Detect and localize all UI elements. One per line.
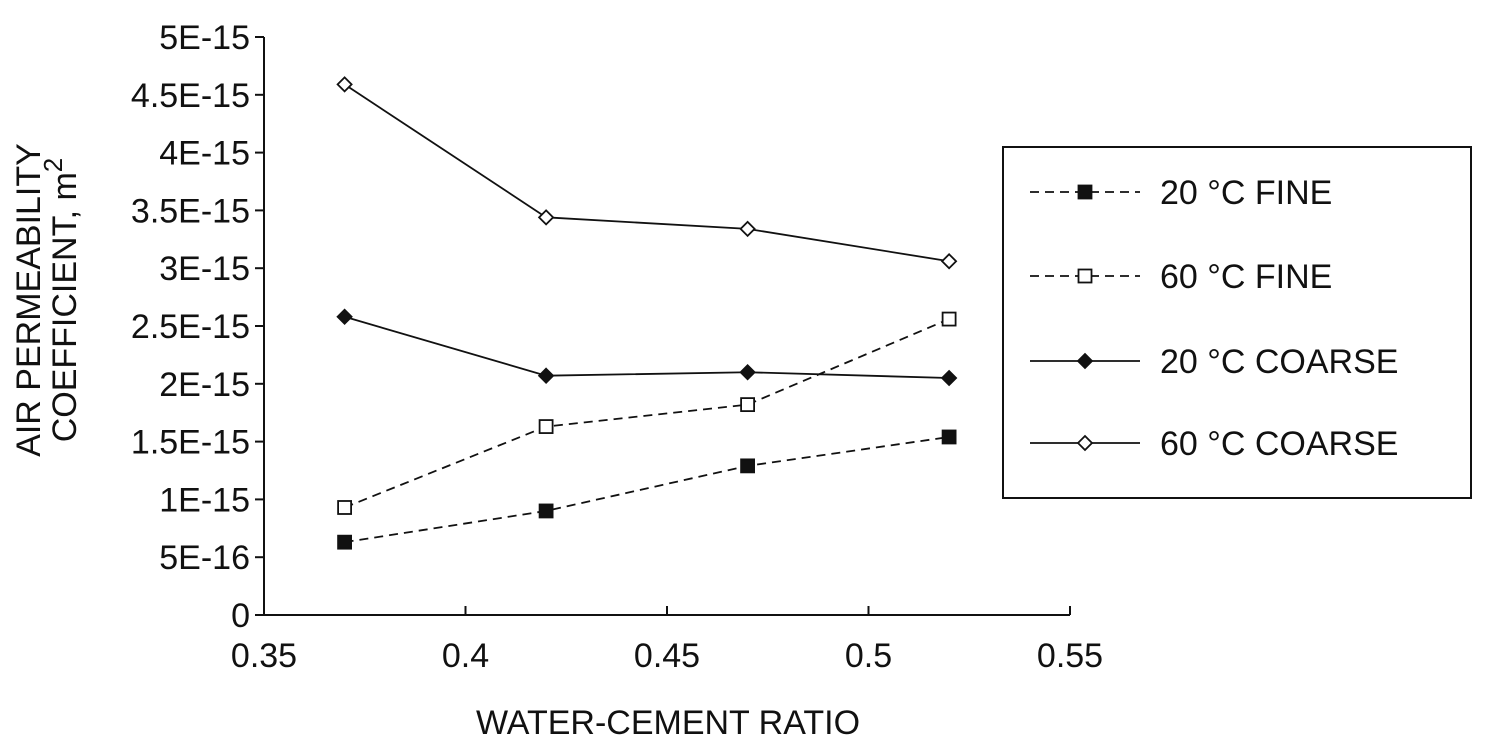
y-tick-label: 3.5E-15 (131, 192, 250, 230)
data-point (538, 419, 554, 434)
data-point (940, 369, 958, 387)
y-tick-label: 4E-15 (159, 135, 250, 173)
x-tick-label: 0.55 (1037, 637, 1103, 675)
y-axis: 0 5E-16 1E-15 1.5E-15 2E-15 2.5E-15 3E-15 3.5E-… (131, 19, 265, 635)
y-tick-label: 5E-16 (159, 539, 250, 577)
legend-item: 60 °C COARSE (1030, 425, 1398, 463)
y-tick-label: 4.5E-15 (131, 77, 250, 115)
legend-item: 20 °C COARSE (1030, 343, 1398, 381)
y-tick-label: 2E-15 (159, 366, 250, 404)
x-tick-label: 0.45 (634, 637, 700, 675)
data-point (337, 534, 353, 550)
series-60-c-fine (337, 311, 957, 515)
series-line (344, 315, 950, 379)
legend-label: 20 °C COARSE (1160, 343, 1398, 381)
series-line (344, 436, 950, 544)
y-axis-title-unit: COEFFICIENT, m (46, 172, 84, 442)
y-tick-label: 2.5E-15 (131, 308, 250, 346)
x-axis-title: WATER-CEMENT RATIO (476, 704, 860, 737)
series-20-c-fine (337, 429, 957, 550)
x-tick-label: 0.4 (442, 637, 489, 675)
x-tick-label: 0.35 (231, 637, 297, 675)
data-point (336, 76, 353, 93)
data-point (940, 252, 958, 270)
plot-area (336, 76, 958, 550)
y-tick-label: 1.5E-15 (131, 424, 250, 462)
data-point (537, 209, 555, 226)
y-tick-label: 5E-15 (159, 19, 250, 57)
legend-label: 20 °C FINE (1160, 174, 1332, 212)
y-axis-title-line2: COEFFICIENT, m2 (38, 158, 84, 443)
legend-label: 60 °C FINE (1160, 258, 1332, 296)
data-point (537, 367, 555, 384)
data-point (740, 397, 755, 413)
data-point (739, 363, 756, 381)
legend-label: 60 °C COARSE (1160, 425, 1398, 463)
legend-marker (1076, 434, 1094, 452)
series-60-c-coarse (336, 76, 958, 270)
legend-marker (1077, 268, 1093, 284)
data-point (336, 308, 353, 326)
y-axis-title-superscript: 2 (38, 158, 68, 172)
series-20-c-coarse (336, 308, 958, 387)
data-point (941, 429, 957, 445)
x-tick-label: 0.5 (845, 637, 892, 675)
data-point (538, 503, 554, 519)
y-tick-label: 3E-15 (159, 250, 250, 288)
data-point (941, 311, 957, 327)
series-line (344, 83, 950, 263)
legend-marker (1076, 352, 1094, 370)
data-point (337, 500, 353, 515)
y-axis-title-line1: AIR PERMEABILITY (10, 143, 48, 457)
legend: 20 °C FINE 60 °C FINE 20 °C COARSE 60 °C CO… (1002, 146, 1472, 499)
x-axis: 0.35 0.4 0.45 0.5 0.55 (231, 606, 1103, 675)
y-tick-label: 0 (231, 597, 250, 635)
data-point (740, 458, 755, 474)
legend-item: 20 °C FINE (1030, 174, 1332, 212)
series-line (344, 318, 950, 509)
y-tick-label: 1E-15 (159, 481, 250, 519)
y-axis-title: AIR PERMEABILITY COEFFICIENT, m2 (10, 143, 84, 457)
data-point (739, 220, 756, 238)
legend-marker (1077, 184, 1093, 200)
legend-item: 60 °C FINE (1030, 258, 1332, 296)
